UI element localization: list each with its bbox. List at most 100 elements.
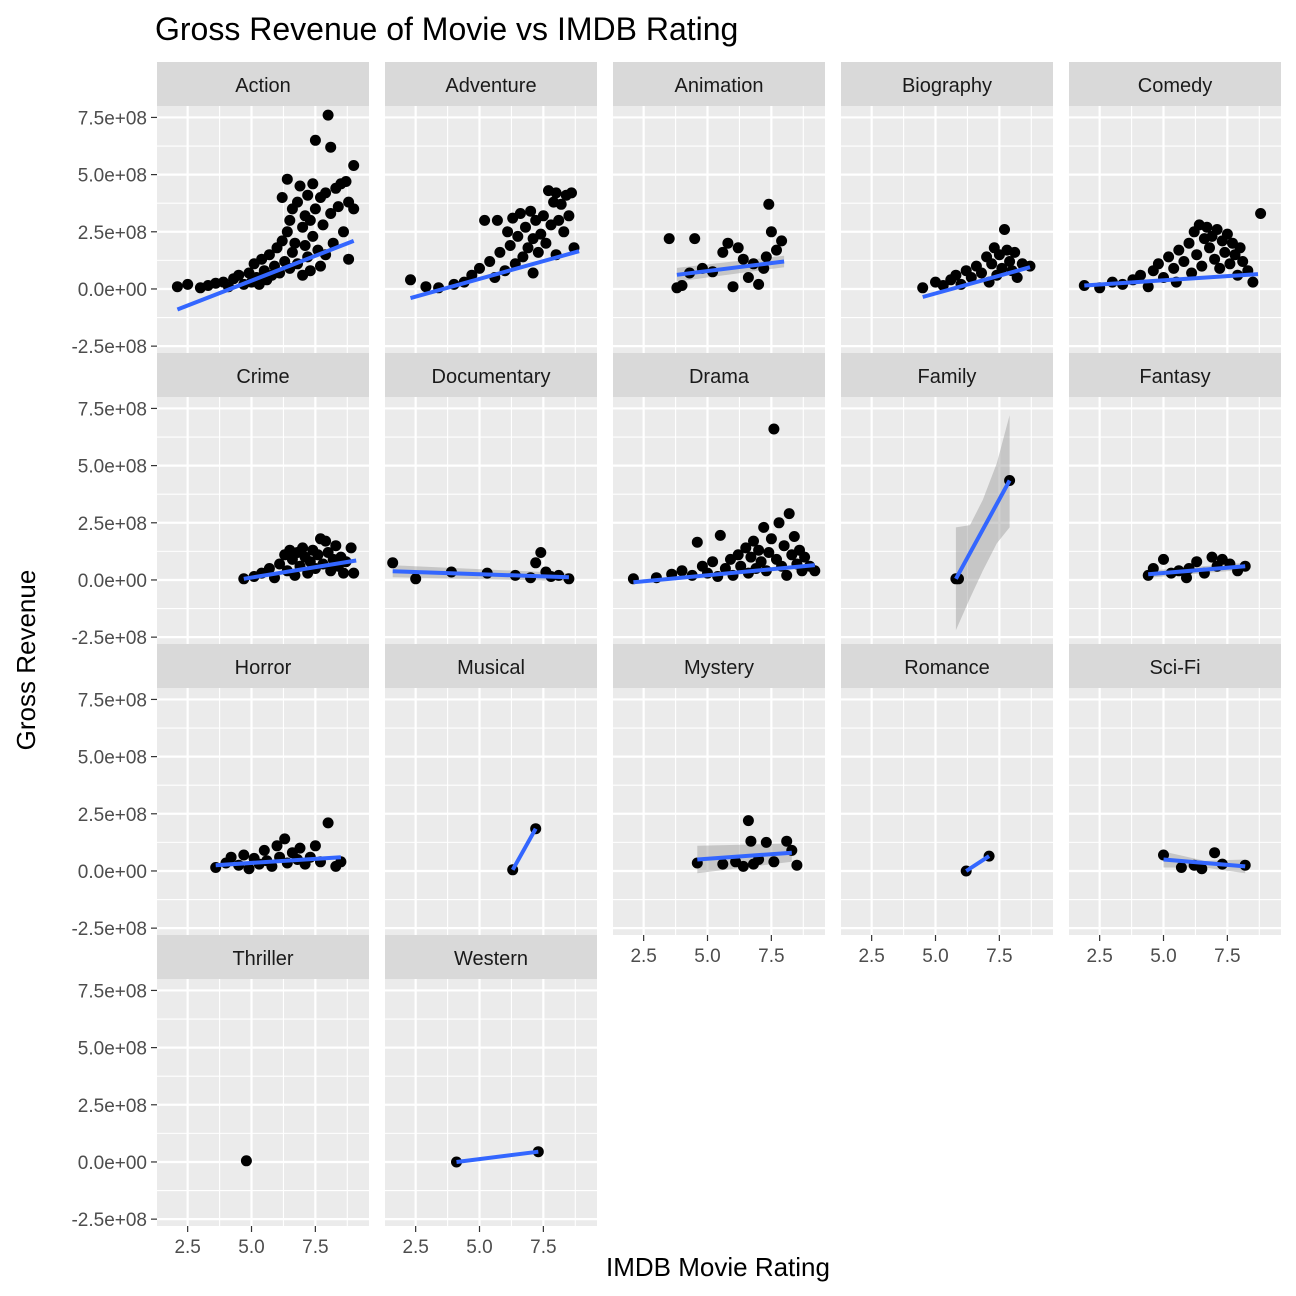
facet-sci-fi: Sci-Fi 2.5 5.0 7.5 bbox=[1069, 644, 1281, 967]
data-point bbox=[343, 253, 355, 265]
data-point bbox=[965, 272, 977, 283]
data-point bbox=[937, 280, 949, 291]
data-point bbox=[1163, 251, 1175, 263]
y-tick-label: 5.0e+08 bbox=[78, 748, 147, 769]
data-point bbox=[325, 141, 337, 153]
data-point bbox=[763, 198, 775, 210]
x-tick-label: 5.0 bbox=[238, 1237, 264, 1258]
y-tick-label: 0.0e+00 bbox=[78, 862, 147, 883]
data-point bbox=[502, 226, 514, 238]
facet-mystery: Mystery 2.5 5.0 7.5 bbox=[613, 644, 825, 967]
y-tick-label: 7.5e+08 bbox=[78, 399, 147, 420]
data-point bbox=[258, 844, 270, 856]
data-point bbox=[340, 176, 352, 187]
data-point bbox=[555, 198, 567, 210]
data-point bbox=[719, 563, 731, 574]
panel-plot-area bbox=[613, 106, 825, 353]
data-point bbox=[1221, 228, 1233, 240]
data-point bbox=[783, 508, 795, 520]
data-point bbox=[760, 836, 772, 848]
facet-strip-label: Comedy bbox=[1138, 75, 1212, 97]
data-point bbox=[788, 531, 800, 542]
data-point bbox=[537, 210, 549, 222]
data-point bbox=[1183, 237, 1195, 249]
x-tick-label: 5.0 bbox=[1150, 946, 1176, 967]
facet-biography: Biography bbox=[841, 62, 1053, 353]
data-point bbox=[791, 859, 803, 871]
data-point bbox=[527, 267, 539, 279]
facet-panels: Action -2.5e+08 0.0e+00 2.5e+08 5.0e+08 7.5e+… bbox=[71, 62, 1281, 1258]
panel-plot-area bbox=[157, 106, 369, 353]
y-tick-label: 7.5e+08 bbox=[78, 690, 147, 711]
data-point bbox=[1209, 847, 1221, 859]
data-point bbox=[1191, 556, 1203, 568]
data-point bbox=[1204, 242, 1215, 254]
y-tick-label: 2.5e+08 bbox=[78, 514, 147, 535]
data-point bbox=[182, 278, 194, 290]
data-point bbox=[286, 246, 298, 258]
trend-line bbox=[965, 854, 991, 873]
y-tick-label: 7.5e+08 bbox=[78, 981, 147, 1002]
data-point bbox=[717, 858, 729, 870]
trend-line bbox=[409, 249, 580, 301]
x-tick-label: 7.5 bbox=[758, 946, 784, 967]
data-point bbox=[765, 533, 777, 545]
data-point bbox=[663, 233, 675, 245]
data-point bbox=[689, 233, 701, 245]
x-tick-label: 5.0 bbox=[694, 946, 720, 967]
trend-line bbox=[392, 569, 569, 580]
data-point bbox=[345, 542, 357, 554]
data-point bbox=[1214, 262, 1226, 274]
data-point bbox=[735, 560, 747, 572]
data-point bbox=[776, 235, 788, 247]
data-point bbox=[758, 521, 770, 533]
data-point bbox=[1158, 553, 1169, 565]
trend-line bbox=[697, 850, 792, 862]
data-point bbox=[330, 540, 342, 552]
facet-strip bbox=[1069, 353, 1281, 397]
data-point bbox=[332, 201, 344, 213]
panel-background bbox=[385, 688, 597, 935]
facet-strip bbox=[385, 935, 597, 979]
facet-strip bbox=[385, 353, 597, 397]
panel-background bbox=[613, 106, 825, 353]
data-point bbox=[1009, 246, 1021, 258]
data-point bbox=[550, 187, 562, 199]
y-tick-label: 0.0e+00 bbox=[78, 1153, 147, 1174]
data-point bbox=[691, 536, 703, 548]
y-tick-label: 0.0e+00 bbox=[78, 280, 147, 301]
x-tick-label: 7.5 bbox=[530, 1237, 556, 1258]
data-point bbox=[294, 842, 306, 854]
panel-background bbox=[1069, 688, 1281, 935]
panel-background bbox=[1069, 397, 1281, 644]
facet-strip bbox=[157, 644, 369, 688]
panel-background bbox=[157, 397, 369, 644]
x-tick-label: 5.0 bbox=[922, 946, 948, 967]
panel-plot-area bbox=[613, 397, 825, 644]
data-point bbox=[999, 224, 1010, 235]
data-point bbox=[753, 544, 765, 556]
data-point bbox=[732, 242, 744, 254]
data-point bbox=[540, 237, 552, 249]
data-point bbox=[1196, 260, 1208, 272]
data-point bbox=[276, 235, 288, 247]
facet-strip-label: Documentary bbox=[432, 366, 551, 388]
data-point bbox=[348, 567, 360, 579]
x-tick-label: 7.5 bbox=[986, 946, 1012, 967]
facet-strip bbox=[841, 62, 1053, 106]
data-point bbox=[171, 281, 183, 293]
data-point bbox=[781, 569, 793, 581]
facet-documentary: Documentary bbox=[385, 353, 597, 644]
data-point bbox=[530, 557, 542, 569]
facet-strip-label: Musical bbox=[457, 657, 525, 679]
panel-plot-area bbox=[157, 688, 369, 935]
panel-plot-area bbox=[613, 688, 825, 935]
facet-strip bbox=[613, 62, 825, 106]
data-point bbox=[276, 192, 288, 203]
panel-background bbox=[157, 979, 369, 1226]
facet-strip bbox=[841, 644, 1053, 688]
data-point bbox=[1247, 276, 1259, 288]
trend-line bbox=[676, 259, 785, 277]
data-point bbox=[225, 851, 237, 863]
facet-strip-label: Romance bbox=[904, 657, 990, 679]
